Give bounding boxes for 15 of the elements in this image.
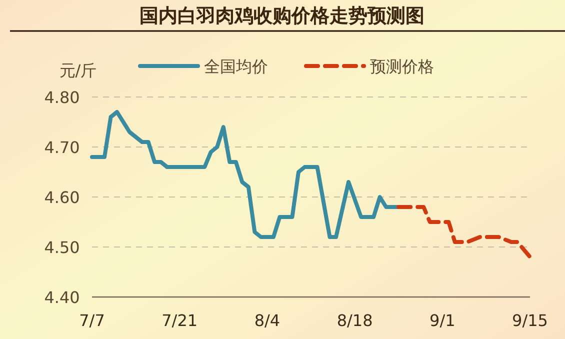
xtick: 7/7 xyxy=(79,311,105,330)
ytick: 4.70 xyxy=(44,138,80,157)
ytick: 4.50 xyxy=(44,238,80,257)
legend-label: 预测价格 xyxy=(370,57,434,76)
ytick: 4.80 xyxy=(44,88,80,107)
xtick: 7/21 xyxy=(162,311,198,330)
xtick: 9/1 xyxy=(430,311,456,330)
xtick: 9/15 xyxy=(512,311,548,330)
xtick: 8/4 xyxy=(254,311,280,330)
ylabel: 元/斤 xyxy=(59,61,97,80)
legend-label: 全国均价 xyxy=(204,57,268,76)
ytick: 4.40 xyxy=(44,288,80,307)
xtick: 8/18 xyxy=(336,311,373,330)
ytick: 4.60 xyxy=(44,188,80,207)
title: 国内白羽肉鸡收购价格走势预测图 xyxy=(140,5,424,27)
